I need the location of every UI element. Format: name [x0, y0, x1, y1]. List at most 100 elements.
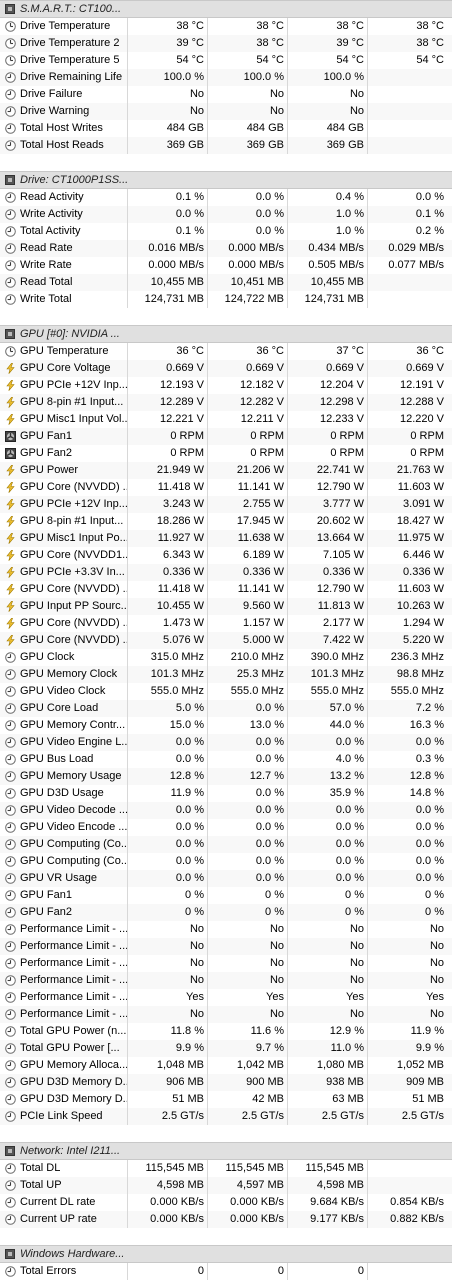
- sensor-row[interactable]: GPU Video Clock 555.0 MHz 555.0 MHz 555.0 M…: [0, 683, 452, 700]
- lightning-bolt-icon: [5, 516, 16, 527]
- column-divider: [287, 35, 288, 52]
- sensor-row[interactable]: GPU PCIe +12V Inp... 12.193 V 12.182 V 12.2…: [0, 377, 452, 394]
- sensor-row[interactable]: Drive Temperature 5 54 °C 54 °C 54 °C 54 °C: [0, 52, 452, 69]
- sensor-row[interactable]: Performance Limit - ... No No No No: [0, 921, 452, 938]
- column-divider: [287, 103, 288, 120]
- sensor-row[interactable]: GPU 8-pin #1 Input... 18.286 W 17.945 W 20.…: [0, 513, 452, 530]
- sensor-row[interactable]: Total Host Reads 369 GB 369 GB 369 GB: [0, 137, 452, 154]
- column-divider: [127, 700, 128, 717]
- sensor-row[interactable]: Write Activity 0.0 % 0.0 % 1.0 % 0.1 %: [0, 206, 452, 223]
- column-divider: [287, 989, 288, 1006]
- sensor-row[interactable]: GPU Input PP Sourc... 10.455 W 9.560 W 11.8…: [0, 598, 452, 615]
- sensor-row[interactable]: Performance Limit - ... No No No No: [0, 1006, 452, 1023]
- sensor-row[interactable]: Total Activity 0.1 % 0.0 % 1.0 % 0.2 %: [0, 223, 452, 240]
- sensor-row[interactable]: GPU Core (NVVDD) ... 11.418 W 11.141 W 12.7…: [0, 581, 452, 598]
- sensor-row[interactable]: GPU Video Encode ... 0.0 % 0.0 % 0.0 % 0.0 %: [0, 819, 452, 836]
- average-value: 12.8 %: [409, 770, 444, 782]
- sensor-row[interactable]: GPU Video Engine L... 0.0 % 0.0 % 0.0 % 0.0 …: [0, 734, 452, 751]
- sensor-row[interactable]: Total Host Writes 484 GB 484 GB 484 GB: [0, 120, 452, 137]
- sensor-row[interactable]: Performance Limit - ... Yes Yes Yes Yes: [0, 989, 452, 1006]
- sensor-row[interactable]: GPU Video Decode ... 0.0 % 0.0 % 0.0 % 0.0 %: [0, 802, 452, 819]
- sensor-name: GPU Video Engine L...: [20, 736, 128, 748]
- current-value: 0.0 %: [175, 821, 204, 833]
- sensor-row[interactable]: GPU Memory Contr... 15.0 % 13.0 % 44.0 % 16.…: [0, 717, 452, 734]
- sensor-row[interactable]: PCIe Link Speed 2.5 GT/s 2.5 GT/s 2.5 GT/s 2…: [0, 1108, 452, 1125]
- sensor-row[interactable]: GPU Fan1 0 % 0 % 0 % 0 %: [0, 887, 452, 904]
- sensor-row[interactable]: Write Rate 0.000 MB/s 0.000 MB/s 0.505 MB/s…: [0, 257, 452, 274]
- sensor-row[interactable]: GPU Misc1 Input Vol... 12.221 V 12.211 V 12…: [0, 411, 452, 428]
- maximum-value: 13.664 W: [316, 532, 364, 544]
- sensor-row[interactable]: GPU Computing (Co... 0.0 % 0.0 % 0.0 % 0.0 %: [0, 853, 452, 870]
- gauge-icon: [5, 720, 16, 731]
- sensor-row[interactable]: GPU Clock 315.0 MHz 210.0 MHz 390.0 MHz 236.…: [0, 649, 452, 666]
- column-divider: [127, 768, 128, 785]
- lightning-bolt-icon: [5, 380, 16, 391]
- sensor-row[interactable]: GPU Memory Alloca... 1,048 MB 1,042 MB 1,08…: [0, 1057, 452, 1074]
- sensor-row[interactable]: GPU D3D Memory D... 906 MB 900 MB 938 MB 909…: [0, 1074, 452, 1091]
- minimum-value: 0 %: [265, 889, 284, 901]
- section-header[interactable]: Network: Intel I211...: [0, 1142, 452, 1160]
- sensor-row[interactable]: Total GPU Power [... 9.9 % 9.7 % 11.0 % 9.9 …: [0, 1040, 452, 1057]
- sensor-row[interactable]: GPU Misc1 Input Po... 11.927 W 11.638 W 13.…: [0, 530, 452, 547]
- sensor-row[interactable]: GPU Temperature 36 °C 36 °C 37 °C 36 °C: [0, 343, 452, 360]
- sensor-row[interactable]: GPU Memory Clock 101.3 MHz 25.3 MHz 101.3 M…: [0, 666, 452, 683]
- sensor-row[interactable]: Current UP rate 0.000 KB/s 0.000 KB/s 9.177…: [0, 1211, 452, 1228]
- average-value: 11.975 W: [397, 532, 444, 544]
- sensor-row[interactable]: Performance Limit - ... No No No No: [0, 938, 452, 955]
- sensor-row[interactable]: GPU Fan2 0 RPM 0 RPM 0 RPM 0 RPM: [0, 445, 452, 462]
- average-value: Yes: [426, 991, 444, 1003]
- column-divider: [207, 1074, 208, 1091]
- sensor-row[interactable]: GPU Core Voltage 0.669 V 0.669 V 0.669 V 0.6…: [0, 360, 452, 377]
- sensor-row[interactable]: GPU Core (NVVDD) ... 5.076 W 5.000 W 7.422 …: [0, 632, 452, 649]
- sensor-row[interactable]: Drive Failure No No No: [0, 86, 452, 103]
- maximum-value: 0 RPM: [330, 430, 364, 442]
- sensor-row[interactable]: Drive Remaining Life 100.0 % 100.0 % 100.0 …: [0, 69, 452, 86]
- sensor-row[interactable]: Read Rate 0.016 MB/s 0.000 MB/s 0.434 MB/s 0…: [0, 240, 452, 257]
- section-header[interactable]: GPU [#0]: NVIDIA ...: [0, 325, 452, 343]
- column-divider: [367, 343, 368, 360]
- gauge-icon: [5, 1111, 16, 1122]
- sensor-row[interactable]: GPU D3D Usage 11.9 % 0.0 % 35.9 % 14.8 %: [0, 785, 452, 802]
- sensor-row[interactable]: GPU Core Load 5.0 % 0.0 % 57.0 % 7.2 %: [0, 700, 452, 717]
- column-divider: [127, 257, 128, 274]
- sensor-row[interactable]: GPU Core (NVVDD) ... 1.473 W 1.157 W 2.177 …: [0, 615, 452, 632]
- sensor-row[interactable]: GPU PCIe +3.3V In... 0.336 W 0.336 W 0.336 …: [0, 564, 452, 581]
- sensor-row[interactable]: Performance Limit - ... No No No No: [0, 972, 452, 989]
- sensor-row[interactable]: Write Total 124,731 MB 124,722 MB 124,731 M…: [0, 291, 452, 308]
- sensor-row[interactable]: Read Total 10,455 MB 10,451 MB 10,455 MB: [0, 274, 452, 291]
- minimum-value: No: [269, 957, 284, 969]
- minimum-value: 2.5 GT/s: [241, 1110, 284, 1122]
- section-header[interactable]: Windows Hardware...: [0, 1245, 452, 1263]
- sensor-row[interactable]: GPU Fan1 0 RPM 0 RPM 0 RPM 0 RPM: [0, 428, 452, 445]
- section-header[interactable]: S.M.A.R.T.: CT100...: [0, 0, 452, 18]
- sensor-name: GPU Misc1 Input Po...: [20, 532, 128, 544]
- sensor-row[interactable]: GPU VR Usage 0.0 % 0.0 % 0.0 % 0.0 %: [0, 870, 452, 887]
- sensor-row[interactable]: Total GPU Power (n... 11.8 % 11.6 % 12.9 % 1…: [0, 1023, 452, 1040]
- sensor-row[interactable]: Total Errors 0 0 0: [0, 1263, 452, 1280]
- sensor-row[interactable]: Drive Temperature 2 39 °C 38 °C 39 °C 38 °C: [0, 35, 452, 52]
- sensor-row[interactable]: Drive Warning No No No: [0, 103, 452, 120]
- sensor-row[interactable]: GPU 8-pin #1 Input... 12.289 V 12.282 V 12.…: [0, 394, 452, 411]
- sensor-row[interactable]: GPU Core (NVVDD) ... 11.418 W 11.141 W 12.7…: [0, 479, 452, 496]
- average-value: 0.0 %: [415, 855, 444, 867]
- sensor-row[interactable]: Total UP 4,598 MB 4,597 MB 4,598 MB: [0, 1177, 452, 1194]
- column-divider: [207, 853, 208, 870]
- sensor-row[interactable]: GPU D3D Memory D... 51 MB 42 MB 63 MB 51 MB: [0, 1091, 452, 1108]
- sensor-row[interactable]: Total DL 115,545 MB 115,545 MB 115,545 MB: [0, 1160, 452, 1177]
- sensor-row[interactable]: GPU PCIe +12V Inp... 3.243 W 2.755 W 3.777 …: [0, 496, 452, 513]
- section-header[interactable]: Drive: CT1000P1SS...: [0, 171, 452, 189]
- sensor-row[interactable]: GPU Fan2 0 % 0 % 0 % 0 %: [0, 904, 452, 921]
- sensor-row[interactable]: Performance Limit - ... No No No No: [0, 955, 452, 972]
- gauge-icon: [5, 669, 16, 680]
- sensor-row[interactable]: GPU Core (NVVDD1... 6.343 W 6.189 W 7.105 W…: [0, 547, 452, 564]
- sensor-row[interactable]: Drive Temperature 38 °C 38 °C 38 °C 38 °C: [0, 18, 452, 35]
- column-divider: [367, 462, 368, 479]
- gauge-icon: [5, 55, 16, 66]
- sensor-row[interactable]: GPU Bus Load 0.0 % 0.0 % 4.0 % 0.3 %: [0, 751, 452, 768]
- sensor-row[interactable]: Current DL rate 0.000 KB/s 0.000 KB/s 9.684…: [0, 1194, 452, 1211]
- sensor-row[interactable]: GPU Computing (Co... 0.0 % 0.0 % 0.0 % 0.0 %: [0, 836, 452, 853]
- sensor-row[interactable]: GPU Power 21.949 W 21.206 W 22.741 W 21.763 …: [0, 462, 452, 479]
- sensor-name: GPU Video Decode ...: [20, 804, 128, 816]
- sensor-row[interactable]: GPU Memory Usage 12.8 % 12.7 % 13.2 % 12.8 %: [0, 768, 452, 785]
- sensor-row[interactable]: Read Activity 0.1 % 0.0 % 0.4 % 0.0 %: [0, 189, 452, 206]
